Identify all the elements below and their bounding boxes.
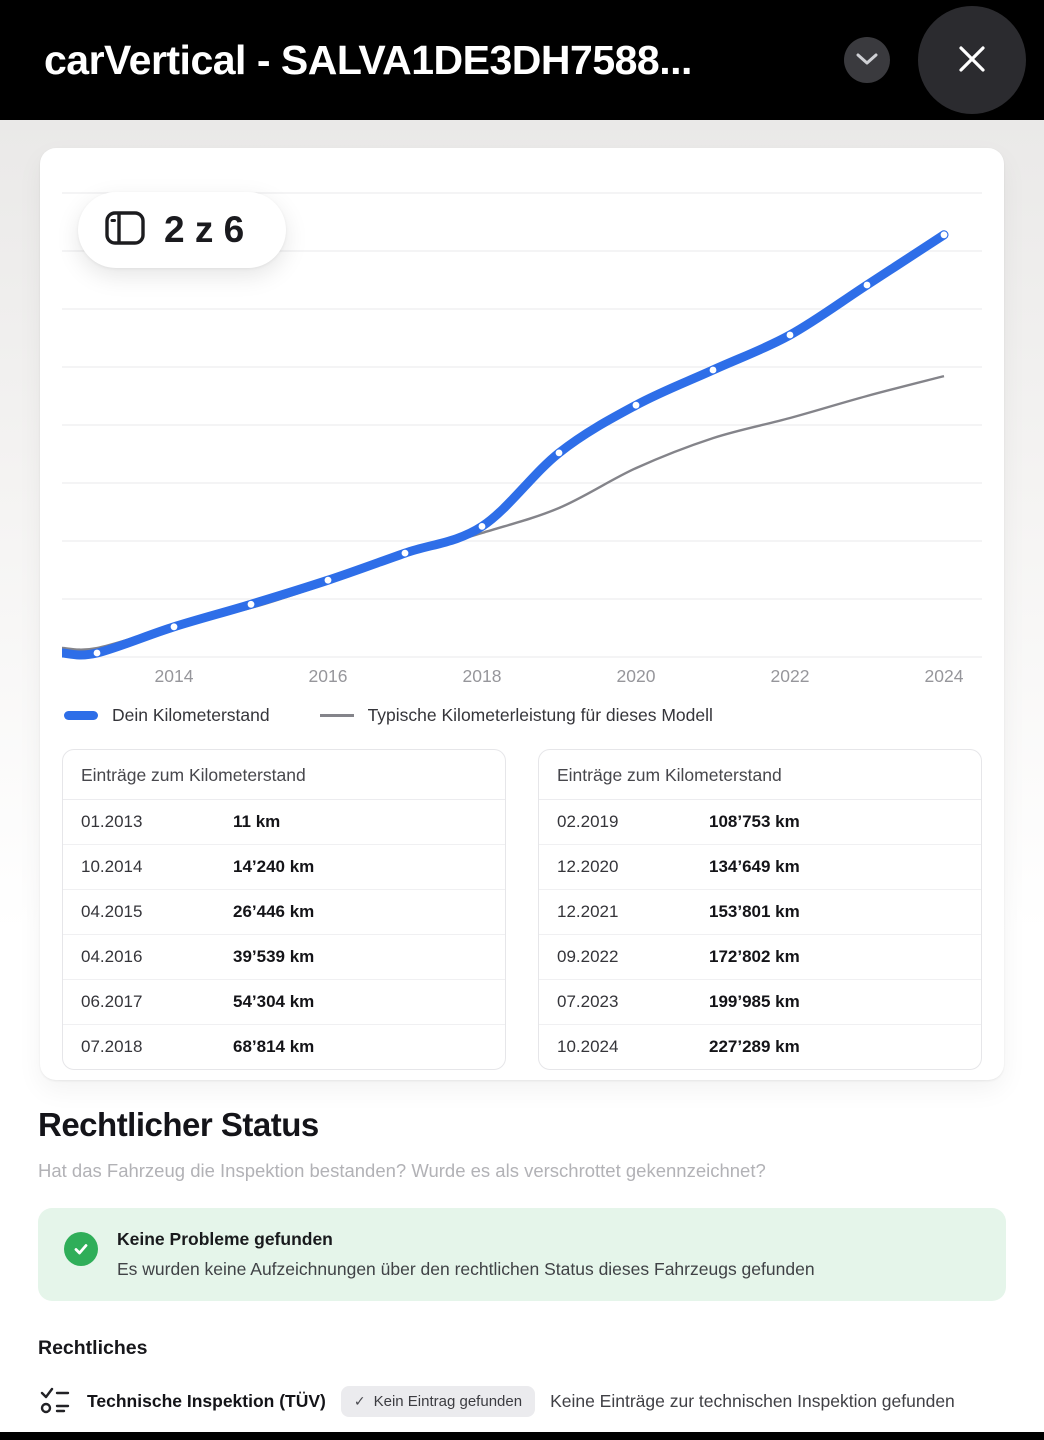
legal-status-section: Rechtlicher Status Hat das Fahrzeug die … — [12, 1106, 1032, 1440]
mileage-card: 2 z 6 2014 2016 2018 2020 2022 2024 Dein Kilo… — [40, 148, 1004, 1080]
home-indicator-bar — [0, 1432, 1044, 1440]
own-mileage-legend-label: Dein Kilometerstand — [112, 705, 270, 725]
entry-km: 227’289 km — [709, 1037, 800, 1056]
entry-km: 199’985 km — [709, 992, 800, 1011]
mileage-table-left: Einträge zum Kilometerstand 01.2013 11 km… — [62, 749, 506, 1070]
no-problems-status-box: Keine Probleme gefunden Es wurden keine … — [38, 1208, 1006, 1301]
table-row: 07.2018 68’814 km — [63, 1025, 505, 1069]
report-pages-icon — [104, 210, 146, 251]
check-icon: ✓ — [353, 1392, 366, 1409]
mileage-tables: Einträge zum Kilometerstand 01.2013 11 km… — [62, 749, 982, 1070]
data-point-marker — [324, 576, 332, 584]
data-point-marker — [786, 331, 794, 339]
table-row: 12.2021 153’801 km — [539, 890, 981, 935]
report-content: 2 z 6 2014 2016 2018 2020 2022 2024 Dein Kilo… — [0, 120, 1044, 1432]
entry-date: 10.2024 — [557, 1037, 619, 1056]
page-indicator-badge: 2 z 6 — [78, 192, 287, 268]
x-axis-label: 2016 — [309, 666, 348, 686]
entry-date: 07.2023 — [557, 992, 619, 1011]
legal-subheading: Rechtliches — [38, 1337, 148, 1359]
table-row: 10.2014 14’240 km — [63, 845, 505, 890]
x-axis-label: 2022 — [771, 666, 810, 686]
entry-date: 02.2019 — [557, 812, 619, 831]
table-row: 12.2020 134’649 km — [539, 845, 981, 890]
entry-km: 153’801 km — [709, 902, 800, 921]
own-mileage-line — [62, 230, 949, 660]
legal-item-tuev: Technische Inspektion (TÜV) ✓ Kein Eintr… — [38, 1385, 1006, 1417]
table-row: 09.2022 172’802 km — [539, 935, 981, 980]
table-body: 01.2013 11 km 10.2014 14’240 km 04.2015 26’44… — [63, 800, 505, 1069]
entry-date: 07.2018 — [81, 1037, 143, 1056]
data-point-marker — [555, 449, 563, 457]
x-axis-label: 2024 — [925, 666, 964, 686]
entry-date: 01.2013 — [81, 812, 143, 831]
x-axis-label: 2020 — [617, 666, 656, 686]
table-title: Einträge zum Kilometerstand — [63, 750, 505, 800]
table-row: 04.2016 39’539 km — [63, 935, 505, 980]
status-title: Keine Probleme gefunden — [117, 1229, 333, 1249]
table-row: 07.2023 199’985 km — [539, 980, 981, 1025]
entry-date: 04.2016 — [81, 947, 143, 966]
table-row: 01.2013 11 km — [63, 800, 505, 845]
data-point-marker — [709, 366, 717, 374]
status-texts: Keine Probleme gefunden Es wurden keine … — [117, 1229, 815, 1280]
entry-date: 04.2015 — [81, 902, 143, 921]
entry-km: 39’539 km — [233, 947, 315, 966]
table-row: 04.2015 26’446 km — [63, 890, 505, 935]
table-row: 02.2019 108’753 km — [539, 800, 981, 845]
chart-legend: Dein Kilometerstand Typische Kilometerle… — [62, 705, 982, 726]
entry-date: 09.2022 — [557, 947, 619, 966]
legal-item-text: Keine Einträge zur technischen Inspektio… — [550, 1390, 955, 1411]
mileage-table-right: Einträge zum Kilometerstand 02.2019 108’7… — [538, 749, 982, 1070]
legal-status-heading: Rechtlicher Status — [38, 1106, 319, 1143]
data-point-marker — [863, 281, 871, 289]
data-point-marker — [93, 649, 101, 657]
entry-date: 06.2017 — [81, 992, 143, 1011]
entry-km: 14’240 km — [233, 857, 315, 876]
entry-date: 12.2020 — [557, 857, 619, 876]
entry-km: 54’304 km — [233, 992, 315, 1011]
entry-date: 12.2021 — [557, 902, 619, 921]
entry-km: 11 km — [233, 812, 281, 831]
typical-mileage-legend-label: Typische Kilometerleistung für dieses Mo… — [367, 705, 713, 725]
badge-label: Kein Eintrag gefunden — [373, 1392, 523, 1410]
status-description: Es wurden keine Aufzeichnungen über den … — [117, 1259, 815, 1279]
window-title: carVertical - SALVA1DE3DH7588... — [44, 36, 692, 83]
titlebar: carVertical - SALVA1DE3DH7588... — [0, 0, 1044, 120]
entry-km: 26’446 km — [233, 902, 315, 921]
check-circle-icon — [64, 1232, 98, 1266]
entry-km: 68’814 km — [233, 1037, 315, 1056]
data-point-marker — [170, 623, 178, 631]
chevron-down-icon — [856, 52, 878, 69]
page-indicator-label: 2 z 6 — [164, 209, 245, 250]
legal-status-question: Hat das Fahrzeug die Inspektion bestande… — [38, 1160, 766, 1181]
data-point-marker — [632, 401, 640, 409]
typical-mileage-swatch — [319, 714, 354, 717]
legal-item-label: Technische Inspektion (TÜV) — [87, 1390, 326, 1411]
close-button[interactable] — [918, 6, 1026, 114]
entry-km: 134’649 km — [709, 857, 800, 876]
table-row: 10.2024 227’289 km — [539, 1025, 981, 1069]
x-axis-label: 2014 — [155, 666, 194, 686]
x-axis-label: 2018 — [463, 666, 502, 686]
data-point-marker — [401, 549, 409, 557]
close-icon — [950, 37, 994, 84]
table-title: Einträge zum Kilometerstand — [539, 750, 981, 800]
entry-date: 10.2014 — [81, 857, 143, 876]
data-point-marker — [940, 231, 948, 239]
entry-km: 172’802 km — [709, 947, 800, 966]
data-point-marker — [478, 523, 486, 530]
data-point-marker — [247, 600, 255, 608]
collapse-button[interactable] — [844, 37, 890, 83]
own-mileage-swatch — [64, 711, 98, 720]
entry-km: 108’753 km — [709, 812, 800, 831]
no-record-badge: ✓ Kein Eintrag gefunden — [340, 1385, 536, 1417]
inspection-checklist-icon — [38, 1385, 72, 1417]
table-body: 02.2019 108’753 km 12.2020 134’649 km 12.202… — [539, 800, 981, 1069]
table-row: 06.2017 54’304 km — [63, 980, 505, 1025]
